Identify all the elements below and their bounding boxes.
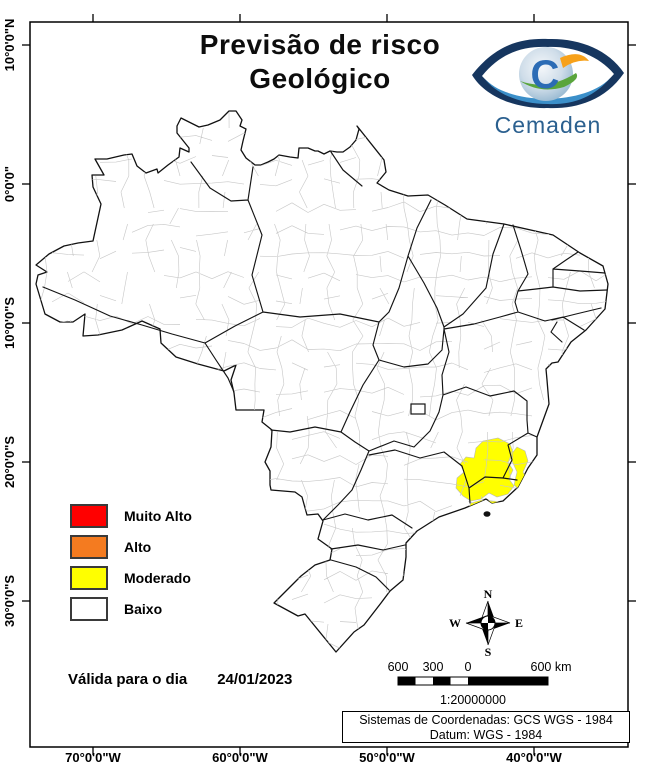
x-label: 60°0'0"W: [212, 750, 268, 765]
compass-n-label: N: [484, 587, 493, 601]
risk-legend: Muito Alto Alto Moderado Baixo: [70, 500, 192, 624]
compass-e-label: E: [515, 616, 523, 630]
highlighted-municipality: [483, 511, 491, 517]
scale-bar: 600 300 0 600 km 1:20000000: [388, 660, 572, 707]
graticule-ticks: [22, 14, 636, 755]
x-label: 70°0'0"W: [65, 750, 121, 765]
cemaden-logo: C Cemaden: [468, 36, 628, 139]
compass-w-label: W: [449, 616, 461, 630]
compass-rose: N E S W: [449, 587, 523, 659]
scale-label: 0: [465, 660, 472, 674]
longitude-labels: 70°0'0"W 60°0'0"W 50°0'0"W 40°0'0"W: [65, 750, 562, 765]
legend-label: Alto: [124, 538, 152, 555]
legend-item-moderado: Moderado: [70, 562, 192, 593]
legend-label: Baixo: [124, 600, 163, 617]
legend-item-muito-alto: Muito Alto: [70, 500, 192, 531]
latitude-labels: 10°0'0"N 0°0'0" 10°0'0"S 20°0'0"S 30°0'0…: [2, 19, 17, 627]
y-label: 30°0'0"S: [2, 575, 17, 627]
x-label: 40°0'0"W: [506, 750, 562, 765]
svg-text:C: C: [531, 53, 560, 97]
scale-label: 600: [388, 660, 409, 674]
legend-item-baixo: Baixo: [70, 593, 192, 624]
cemaden-eye-icon: C: [472, 38, 624, 109]
legend-label: Muito Alto: [124, 507, 192, 524]
scale-label: 600 km: [531, 660, 572, 674]
state-borders: [42, 151, 608, 591]
title-line1: Previsão de risco: [199, 29, 441, 60]
validity-note: Válida para o dia 24/01/2023: [68, 671, 292, 688]
baixo-swatch: [70, 596, 108, 621]
alto-swatch: [70, 534, 108, 559]
x-label: 50°0'0"W: [359, 750, 415, 765]
coordinate-system-box: Sistemas de Coordenadas: GCS WGS - 1984 …: [342, 711, 630, 743]
map-frame: [29, 21, 629, 748]
muito-alto-swatch: [70, 503, 108, 528]
legend-label: Moderado: [124, 569, 191, 586]
validity-date: 24/01/2023: [217, 671, 293, 688]
compass-s-label: S: [485, 645, 492, 659]
coordinate-system-line: Sistemas de Coordenadas: GCS WGS - 1984: [359, 713, 613, 727]
moderado-swatch: [70, 565, 108, 590]
validity-prefix: Válida para o dia: [68, 671, 188, 688]
scale-ratio: 1:20000000: [440, 693, 506, 707]
page-title: Previsão de risco Geológico: [130, 28, 510, 96]
y-label: 0°0'0": [2, 166, 17, 202]
y-label: 10°0'0"N: [2, 19, 17, 72]
legend-item-alto: Alto: [70, 531, 192, 562]
y-label: 10°0'0"S: [2, 297, 17, 349]
y-label: 20°0'0"S: [2, 436, 17, 488]
title-line2: Geológico: [249, 63, 391, 94]
brazil-outline: [35, 110, 609, 653]
scale-label: 300: [423, 660, 444, 674]
federal-district-outline: [410, 403, 426, 415]
cemaden-wordmark: Cemaden: [494, 112, 602, 138]
datum-line: Datum: WGS - 1984: [429, 728, 543, 742]
